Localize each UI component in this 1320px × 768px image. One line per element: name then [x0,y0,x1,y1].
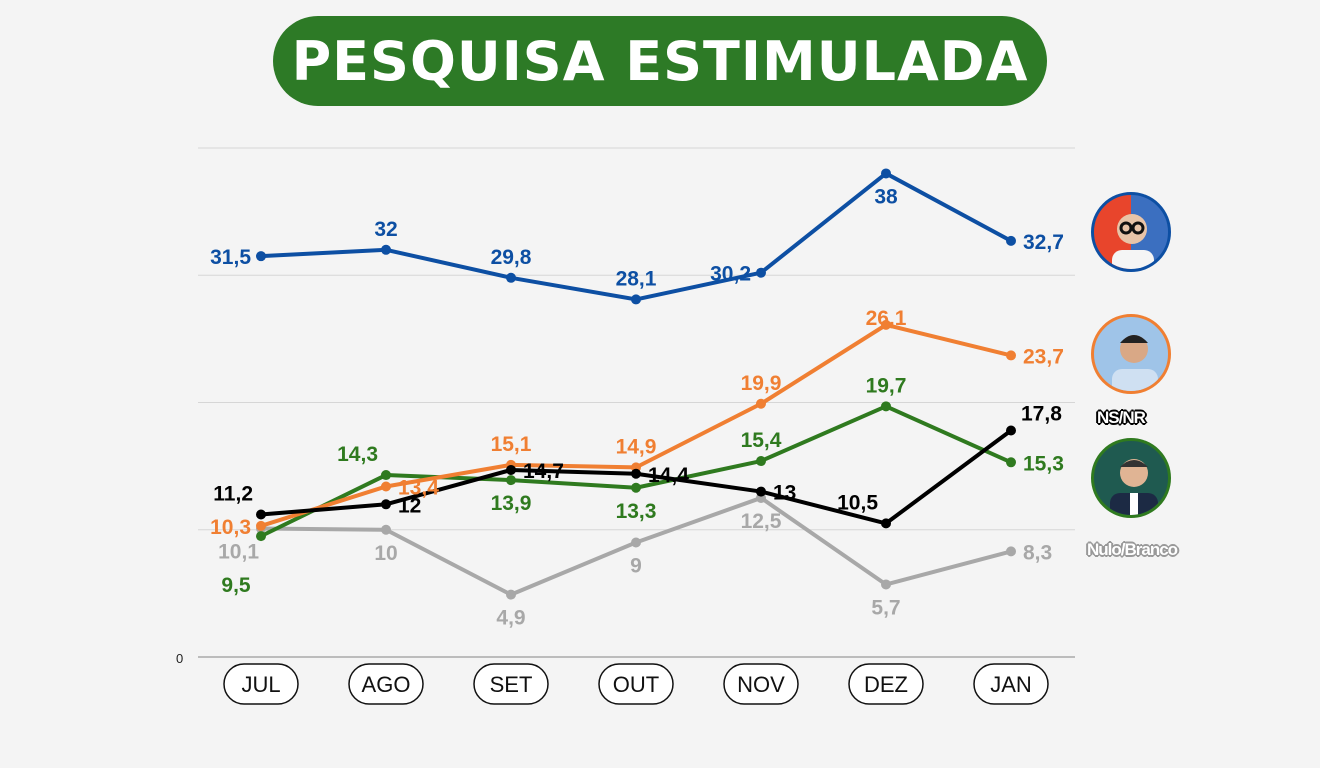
data-point [506,464,516,475]
data-point [256,531,266,542]
x-tick-pill [473,663,549,705]
data-label: 32 [374,218,397,241]
data-point [506,475,516,486]
data-point [1006,425,1016,436]
data-point [506,589,516,600]
x-tick-pill [223,663,299,705]
x-tick-label: JUL [241,672,280,697]
data-point [756,456,766,467]
x-tick-label: SET [490,672,533,697]
data-label: 32,7 [1023,231,1064,254]
data-label: 10 [374,542,397,565]
x-tick-pill [348,663,424,705]
x-tick-label: NOV [737,672,785,697]
x-tick-pill [598,663,674,705]
data-label: 23,7 [1023,345,1064,368]
data-label: 15,1 [491,433,532,456]
data-label: 26,1 [866,307,907,330]
data-point [256,509,266,520]
candidate-avatar-orange [1091,314,1171,394]
data-point [1006,235,1016,246]
data-label: 4,9 [496,607,525,630]
data-point [881,401,891,412]
data-label: 31,5 [210,246,251,269]
data-point [631,482,641,493]
data-point [631,537,641,548]
data-label: 8,3 [1023,541,1052,564]
candidate-avatar-blue [1091,192,1171,272]
x-tick-pill [848,663,924,705]
data-label: 19,9 [741,372,782,395]
x-tick-label: AGO [362,672,411,697]
y-tick-label: 0 [176,651,183,666]
data-point [256,520,266,531]
data-point [1006,350,1016,361]
x-tick-pill [723,663,799,705]
x-tick-pill [973,663,1049,705]
x-tick-label: OUT [613,672,659,697]
data-label: 13,4 [398,476,439,499]
data-point [381,470,391,481]
data-point [381,499,391,510]
data-point [631,294,641,305]
data-label: 9,5 [221,574,251,597]
x-tick-label: JAN [990,672,1032,697]
data-label: 15,3 [1023,452,1064,475]
data-label: 12,5 [741,510,782,533]
legend-nulo-branco: Nulo/Branco [1087,540,1178,559]
data-point [881,168,891,179]
data-label: 17,8 [1021,402,1062,425]
data-point [381,481,391,492]
data-point [881,319,891,330]
data-label: 30,2 [710,263,751,286]
data-point [756,486,766,497]
chart-title: PESQUISA ESTIMULADA [273,16,1047,106]
data-point [881,579,891,590]
data-label: 14,4 [648,464,689,487]
data-point [1006,457,1016,468]
data-point [506,272,516,283]
data-label: 14,3 [337,443,378,466]
data-label: 13,9 [491,492,532,515]
data-point [381,524,391,535]
data-label: 12 [398,494,421,517]
series-line [260,322,1012,528]
data-point [756,398,766,409]
data-label: 5,7 [871,596,900,619]
data-label: 10,5 [837,491,878,514]
data-label: 13 [773,482,796,505]
data-label: 19,7 [866,374,907,397]
data-label: 10,1 [218,540,259,563]
data-point [631,468,641,479]
candidate-avatar-green [1091,438,1171,518]
data-label: 29,8 [491,246,532,269]
data-point [881,518,891,529]
data-label: 10,3 [210,516,251,539]
data-point [1006,546,1016,557]
data-label: 14,9 [616,435,657,458]
data-label: 11,2 [213,482,253,505]
data-label: 38 [874,185,898,208]
data-label: 13,3 [616,500,657,523]
data-label: 28,1 [616,267,657,290]
data-label: 15,4 [741,429,782,452]
data-point [256,251,266,262]
data-point [756,267,766,278]
data-label: 14,7 [523,460,564,483]
legend-nsnr: NS/NR [1097,408,1146,427]
data-label: 9 [630,554,642,577]
x-tick-label: DEZ [864,672,908,697]
data-point [381,244,391,255]
